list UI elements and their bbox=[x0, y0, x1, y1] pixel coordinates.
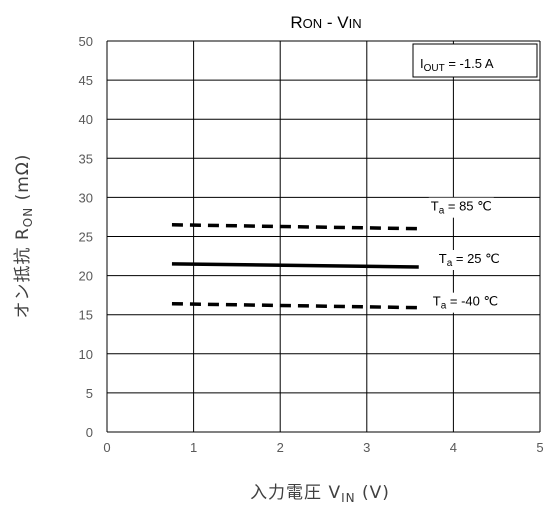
y-tick-label: 50 bbox=[79, 34, 93, 49]
series-line-1 bbox=[171, 223, 419, 231]
y-tick-label: 5 bbox=[86, 386, 93, 401]
series-labels: Ta = 85 ℃ Ta = 25 ℃ Ta = -40 ℃ bbox=[428, 197, 502, 313]
y-tick-label: 25 bbox=[79, 230, 93, 245]
series-label-3: Ta = -40 ℃ bbox=[433, 294, 498, 312]
y-axis-title: オン抵抗 RON (mΩ) bbox=[13, 154, 35, 319]
x-tick-label: 5 bbox=[536, 440, 543, 455]
series-label-2: Ta = 25 ℃ bbox=[439, 251, 500, 269]
series-label-background bbox=[436, 249, 502, 270]
y-tick-label: 20 bbox=[79, 269, 93, 284]
y-tick-label: 10 bbox=[79, 347, 93, 362]
y-tick-label: 15 bbox=[79, 308, 93, 323]
x-tick-label: 4 bbox=[450, 440, 457, 455]
x-tick-labels: 0 1 2 3 4 5 bbox=[103, 440, 543, 455]
y-tick-label: 40 bbox=[79, 112, 93, 127]
y-tick-labels: 0 5 10 15 20 25 30 35 40 45 50 bbox=[79, 34, 93, 440]
chart-title: RON - VIN bbox=[290, 13, 361, 32]
y-tick-label: 30 bbox=[79, 190, 93, 205]
condition-label: IOUT = -1.5 A bbox=[420, 56, 494, 74]
series-lines bbox=[171, 223, 419, 310]
x-tick-label: 1 bbox=[190, 440, 197, 455]
x-axis-title: 入力電圧 VIN (V) bbox=[250, 483, 390, 505]
series-label-background bbox=[428, 197, 494, 218]
x-tick-label: 3 bbox=[363, 440, 370, 455]
series-line-3 bbox=[171, 302, 419, 310]
y-tick-label: 45 bbox=[79, 73, 93, 88]
x-tick-label: 0 bbox=[103, 440, 110, 455]
series-line-2 bbox=[171, 262, 419, 269]
series-label-background bbox=[430, 292, 501, 313]
grid bbox=[106, 40, 541, 433]
condition-box: IOUT = -1.5 A bbox=[412, 43, 538, 78]
series-label-1: Ta = 85 ℃ bbox=[431, 199, 492, 217]
x-tick-label: 2 bbox=[277, 440, 284, 455]
y-tick-label: 35 bbox=[79, 151, 93, 166]
y-tick-label: 0 bbox=[86, 425, 93, 440]
